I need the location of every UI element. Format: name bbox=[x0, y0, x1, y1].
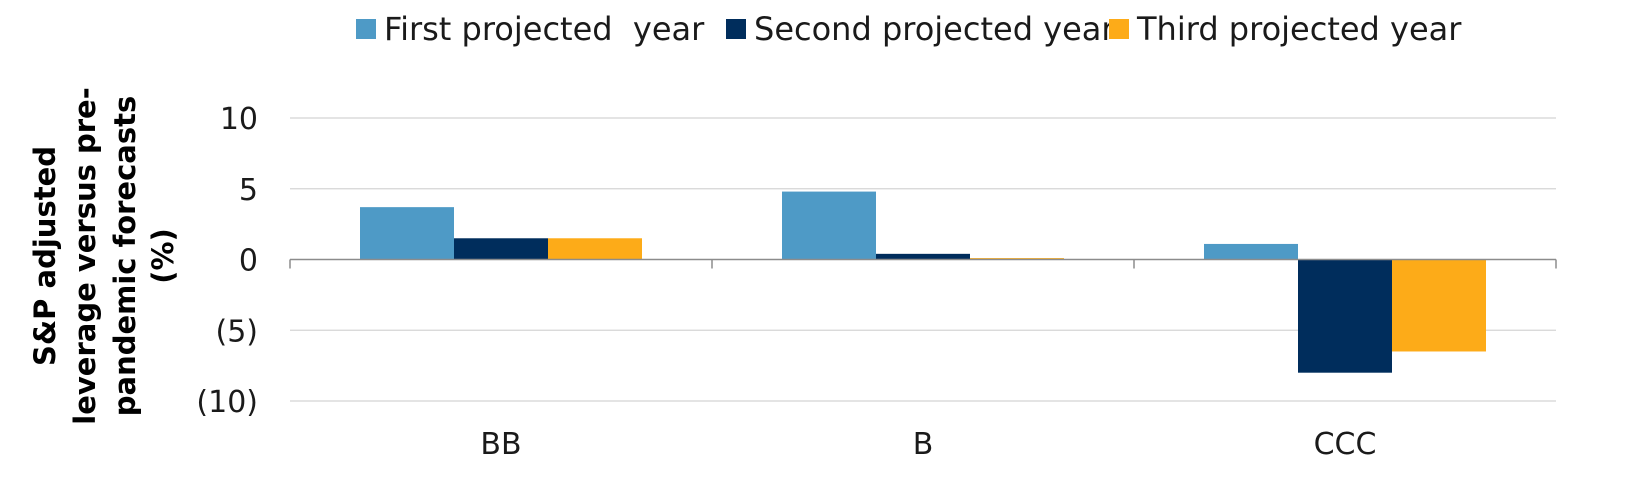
x-category-label: BB bbox=[480, 427, 521, 462]
bar-bb-series-3 bbox=[548, 238, 642, 260]
y-axis-ticks: 10 5 0 (5) (10) bbox=[196, 102, 258, 420]
x-axis bbox=[289, 258, 1557, 269]
legend-item: First projected year bbox=[356, 10, 705, 48]
y-axis-label-line: (%) bbox=[146, 228, 180, 284]
bar-bb-series-1 bbox=[360, 207, 454, 260]
bar-ccc-series-1 bbox=[1204, 243, 1298, 260]
legend-item: Third projected year bbox=[1109, 10, 1462, 48]
y-axis-label: S&P adjusted leverage versus pre-pandemic… bbox=[28, 87, 180, 424]
y-tick-label: 5 bbox=[239, 173, 258, 208]
gridlines bbox=[290, 117, 1556, 402]
y-tick-label: (10) bbox=[196, 385, 258, 420]
bars bbox=[360, 191, 1486, 373]
x-axis-categories: BB B CCC bbox=[480, 427, 1376, 462]
legend-label: Second projected year bbox=[754, 10, 1115, 48]
bar-ccc-series-2 bbox=[1298, 259, 1392, 373]
y-axis-label-line: pandemic forecasts bbox=[108, 96, 142, 417]
y-tick-label: 10 bbox=[220, 102, 258, 137]
bar-ccc-series-3 bbox=[1392, 259, 1486, 352]
legend-label: First projected year bbox=[384, 10, 705, 48]
legend-item: Second projected year bbox=[726, 10, 1115, 48]
legend: First projected year Second projected yea… bbox=[356, 10, 1462, 48]
bar-b-series-1 bbox=[782, 191, 876, 260]
legend-label: Third projected year bbox=[1136, 10, 1462, 48]
y-axis-label-line: leverage versus pre- bbox=[68, 87, 102, 424]
y-tick-label: (5) bbox=[216, 314, 259, 349]
y-tick-label: 0 bbox=[239, 244, 258, 279]
x-category-label: CCC bbox=[1314, 427, 1377, 462]
x-category-label: B bbox=[913, 427, 934, 462]
legend-swatch bbox=[726, 19, 746, 39]
bar-b-series-2 bbox=[876, 253, 970, 260]
bar-bb-series-2 bbox=[454, 238, 548, 260]
y-axis-label-line: S&P adjusted bbox=[28, 146, 62, 366]
legend-swatch bbox=[356, 19, 376, 39]
legend-swatch bbox=[1109, 19, 1129, 39]
